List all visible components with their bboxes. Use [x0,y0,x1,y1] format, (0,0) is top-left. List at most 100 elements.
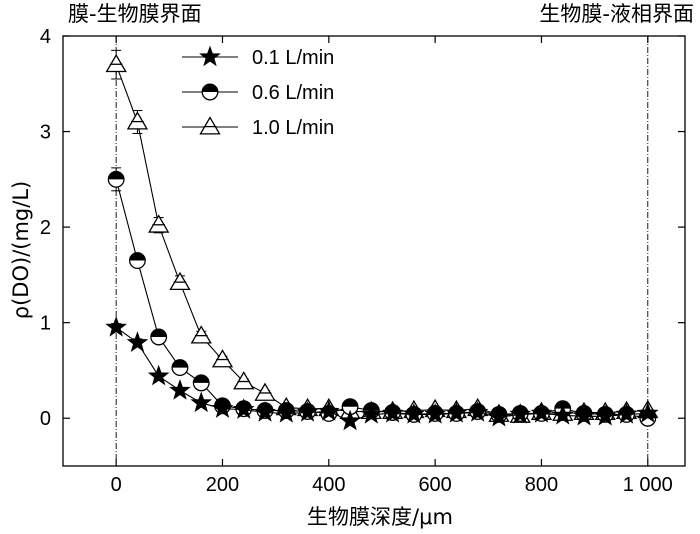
axis-ticks [63,35,685,466]
star-shape [551,403,574,425]
data-point [211,349,234,368]
y-tick-label: 2 [40,217,51,239]
data-point [530,402,553,423]
data-point [339,409,361,431]
star-shape [636,402,659,423]
data-point [360,403,383,424]
series-2 [105,49,659,423]
x-tick-label: 800 [525,474,558,496]
legend-item: 1.0 L/min [182,116,334,139]
data-point [232,398,255,419]
tick-labels: 0 200 400 600 800 1 000 0 1 2 3 4 [40,26,673,496]
data-point [254,382,276,401]
data-point [275,402,298,423]
series-0 [105,316,659,431]
star-shape [509,403,532,424]
x-tick-label: 400 [312,474,345,496]
data-point [147,364,170,386]
star-shape [360,403,383,424]
star-shape [594,404,617,426]
y-tick-label: 0 [40,408,51,430]
data-point [192,374,210,392]
star-shape [403,403,425,424]
x-tick-label: 200 [206,474,239,496]
y-tick-label: 4 [40,26,51,48]
star-shape [147,364,170,386]
star-shape [488,405,510,427]
legend: 0.1 L/min 0.6 L/min 1.0 L/min [182,45,334,139]
plot-frame [62,35,686,467]
data-point [169,271,191,291]
triangle-outline [233,371,255,390]
y-axis-title: ρ(DO)/(mg/L) [9,181,33,319]
star-shape [445,402,468,423]
annotation-biofilm-liquid: 生物膜-液相界面 [539,2,694,26]
data-point [296,401,319,422]
star-shape [190,391,213,413]
series-layer [105,49,659,431]
data-point [190,325,212,344]
triangle-outline [126,111,149,130]
legend-item: 0.6 L/min [182,82,334,104]
data-point [128,252,146,270]
y-tick-label: 1 [40,313,51,335]
y-tick-label: 3 [40,122,51,144]
legend-item: 0.1 L/min [182,45,334,69]
series-1 [107,167,657,427]
star-shape [615,403,638,424]
star-shape [199,45,221,67]
data-point [254,401,276,422]
star-shape [169,379,191,400]
legend-label: 0.1 L/min [252,47,334,69]
circle-fill-half [342,398,358,407]
circle-fill-half [150,329,167,337]
legend-marker [201,83,219,101]
data-point [551,403,574,425]
data-point [105,53,127,73]
star-shape [275,402,298,423]
annotation-membrane-biofilm: 膜-生物膜界面 [68,2,202,26]
data-point [488,405,510,427]
star-shape [530,402,553,423]
star-shape [254,401,276,422]
data-point [466,401,489,422]
triangle-outline [169,271,191,291]
legend-label: 1.0 L/min [252,117,334,139]
star-shape [424,403,446,424]
triangle-outline [199,116,221,135]
triangle-outline [105,53,127,73]
triangle-outline [190,325,212,344]
data-point [615,403,638,424]
star-shape [211,397,234,418]
legend-marker [199,116,221,135]
data-point [381,402,404,423]
interface-lines [115,36,649,466]
x-tick-label: 1 000 [623,474,673,496]
data-point [509,403,532,424]
star-shape [126,331,149,352]
data-point [573,404,595,426]
data-point [636,402,659,423]
triangle-outline [148,214,170,233]
legend-label: 0.6 L/min [252,82,334,104]
star-shape [296,401,319,422]
data-point [211,397,234,418]
data-point [424,403,446,424]
star-shape [232,398,255,419]
data-point [148,214,170,233]
triangle-outline [254,382,276,401]
circle-fill-half [193,375,210,383]
x-tick-label: 600 [418,474,451,496]
circle-fill-half [202,84,218,92]
data-point [169,379,191,400]
data-point [403,403,425,424]
legend-marker [199,45,221,67]
star-shape [466,401,489,422]
triangle-outline [211,349,234,368]
data-point [107,170,125,188]
data-point [126,111,149,130]
star-shape [573,404,595,426]
data-point [233,371,255,390]
star-shape [105,316,127,337]
